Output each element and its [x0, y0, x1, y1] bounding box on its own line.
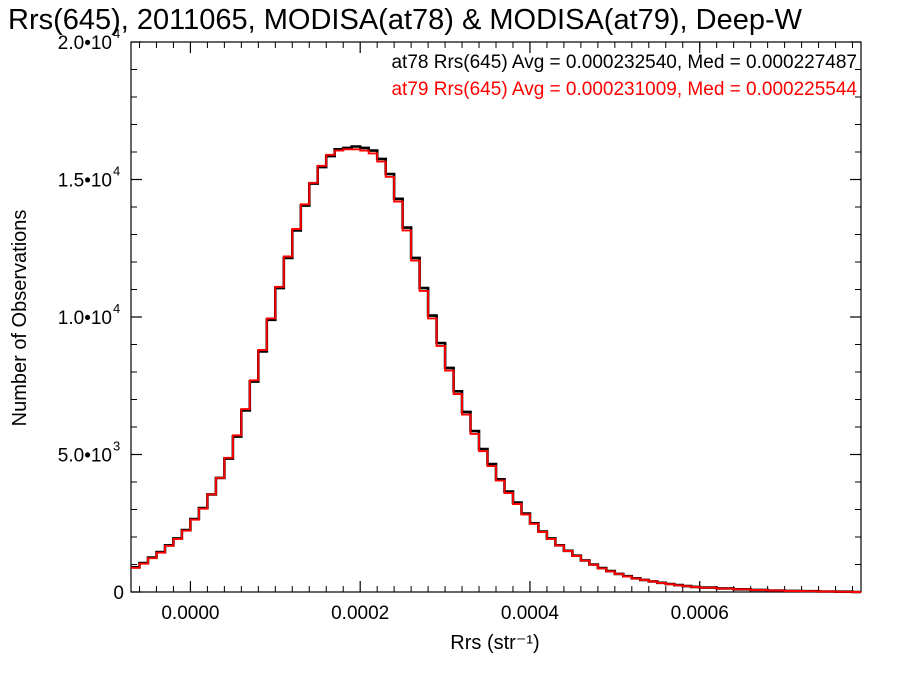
chart-title: Rrs(645), 2011065, MODISA(at78) & MODISA… [8, 4, 803, 36]
legend-entry-at79: at79 Rrs(645) Avg = 0.000231009, Med = 0… [391, 79, 857, 100]
series-line-at78 [131, 145, 861, 594]
y-tick-exponent: 4 [113, 164, 120, 179]
series-line-at79 [131, 148, 861, 593]
y-tick-mantissa: 0 [113, 583, 124, 604]
y-tick-mantissa: 1.0•10 [58, 308, 112, 329]
x-tick-label: 0.0006 [671, 603, 729, 624]
legend-entry-at78: at78 Rrs(645) Avg = 0.000232540, Med = 0… [391, 52, 857, 73]
y-tick-mantissa: 1.5•10 [58, 171, 112, 192]
y-axis: 05.0•10 31.0•10 41.5•10 42.0•10 4 [58, 26, 861, 604]
y-tick-label: 2.0•10 [58, 33, 112, 54]
series-layer [131, 145, 861, 594]
y-tick-label: 5.0•10 [58, 446, 112, 467]
y-tick-exponent: 3 [113, 439, 120, 454]
plot-frame [130, 41, 862, 593]
x-tick-label: 0.0002 [331, 603, 389, 624]
y-tick-label: 1.5•10 [58, 171, 112, 192]
x-tick-label: 0.0004 [501, 603, 560, 624]
x-axis-label: Rrs (str⁻¹) [450, 632, 539, 654]
y-tick-label: 1.0•10 [58, 308, 112, 329]
y-tick-mantissa: 2.0•10 [58, 33, 112, 54]
y-tick-label: 0 [113, 583, 124, 604]
y-tick-mantissa: 5.0•10 [58, 446, 112, 467]
y-tick-exponent: 4 [113, 26, 120, 41]
x-axis: 0.0000 0.0002 0.0004 0.0006 [138, 42, 854, 624]
y-tick-exponent: 4 [113, 301, 120, 316]
y-axis-label: Number of Observations [9, 210, 31, 427]
x-tick-label: 0.0000 [161, 603, 219, 624]
